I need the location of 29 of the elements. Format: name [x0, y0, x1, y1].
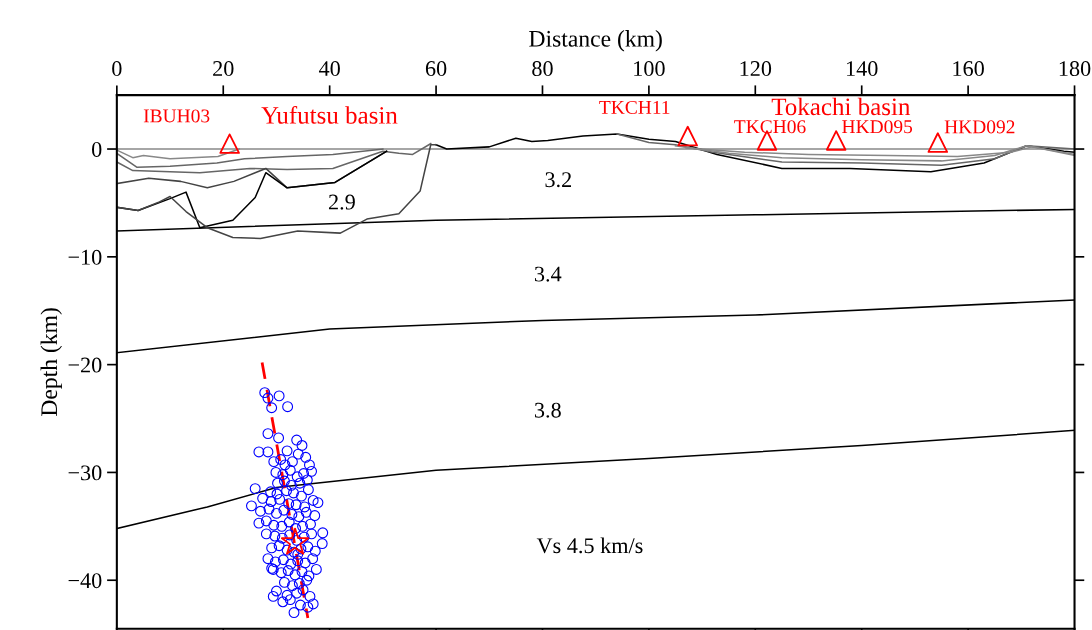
annotation: Vs 4.5 km/s [536, 537, 643, 554]
x-tick-label: 100 [634, 61, 665, 77]
annotation: 2.9 [328, 194, 355, 210]
annotation: Yufutsu basin [261, 105, 398, 124]
x-tick-label: 160 [953, 61, 984, 77]
annotation: 3.2 [545, 172, 571, 188]
x-tick-label: 20 [213, 61, 234, 77]
x-tick-label: 0 [112, 61, 122, 77]
data-label: HKD092 [944, 120, 1015, 134]
annotation: Tokachi basin [771, 97, 911, 116]
data-label: TKCH11 [599, 100, 670, 114]
y-tick-label: 0 [92, 141, 102, 157]
x-tick-label: 140 [847, 61, 878, 77]
x-tick-label: 80 [532, 61, 553, 77]
x-tick-label: 40 [318, 61, 340, 77]
data-label: HKD095 [842, 120, 913, 134]
x-tick-label: 120 [740, 61, 772, 77]
x-tick-label: 180 [1059, 61, 1091, 77]
x-tick-label: 60 [425, 61, 447, 77]
annotation: 3.8 [534, 402, 561, 418]
data-label: TKCH06 [734, 120, 806, 134]
y-tick-label: −10 [68, 249, 102, 265]
data-label: IBUH03 [143, 109, 210, 123]
annotation: 3.4 [534, 266, 562, 282]
y-tick-label: −30 [68, 465, 102, 481]
y-axis-title: Depth (km) [40, 308, 62, 417]
y-tick-label: −20 [68, 357, 102, 373]
x-axis-title: Distance (km) [529, 30, 662, 52]
y-tick-label: −40 [68, 573, 102, 589]
